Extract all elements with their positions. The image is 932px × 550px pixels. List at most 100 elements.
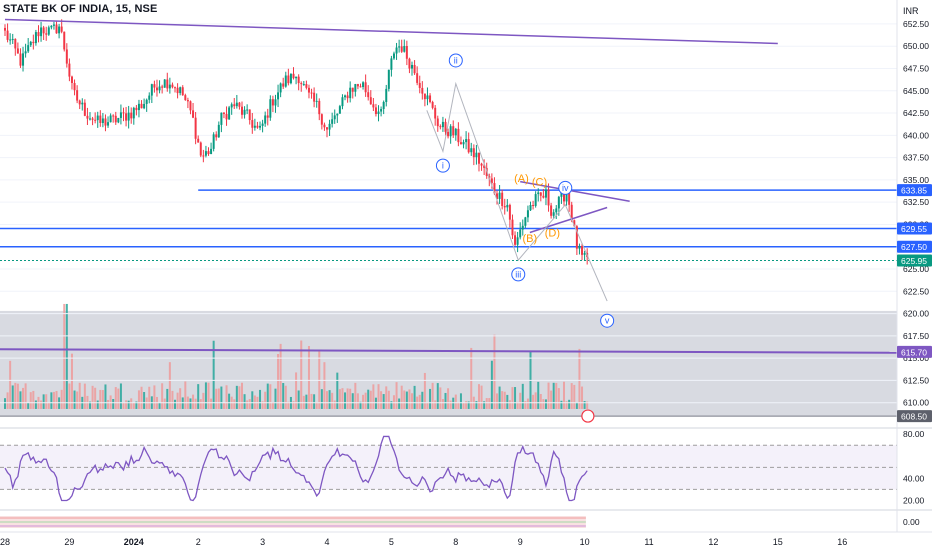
volume-bar [534, 392, 537, 409]
volume-bar [344, 392, 347, 409]
candle-body [220, 112, 223, 125]
volume-bar [217, 388, 220, 409]
volume-bar [238, 386, 241, 409]
candle-body [248, 109, 251, 121]
candle-body [37, 32, 40, 37]
volume-bar [284, 385, 287, 409]
candle-body [264, 115, 267, 124]
candle-body [364, 82, 367, 93]
candle-body [253, 125, 256, 128]
volume-bar [135, 401, 138, 409]
volume-bar [266, 383, 269, 409]
volume-bar [380, 391, 383, 409]
volume-bar [184, 381, 187, 409]
volume-bar [166, 388, 169, 409]
volume-bar [429, 388, 432, 409]
upper-trendline [4, 18, 778, 45]
candle-body [60, 26, 63, 32]
candle-body [295, 76, 298, 79]
time-axis[interactable]: 28 29 2024 2 3 4 5 8 9 10 11 12 15 16 [0, 531, 932, 547]
volume-bar [338, 389, 341, 409]
candle-body [176, 87, 179, 94]
candle-body [217, 124, 220, 138]
candle-body [555, 208, 558, 213]
candle-body [578, 245, 581, 249]
candle-body [532, 204, 535, 206]
volume-bar [246, 400, 249, 409]
volume-bar [367, 389, 370, 409]
lightning-icon [581, 409, 595, 423]
wave-label: ii [454, 55, 458, 65]
candle-body [76, 90, 79, 101]
candle-body [158, 86, 161, 91]
volume-bar [269, 384, 272, 409]
candle-body [333, 115, 336, 120]
candle-body [230, 104, 233, 108]
candle-body [70, 76, 73, 84]
volume-bar [251, 391, 254, 409]
volume-bar [222, 402, 225, 409]
candle-body [519, 229, 522, 238]
candle-body [560, 192, 563, 197]
triangle-upper [520, 180, 630, 203]
candle-body [403, 46, 406, 52]
candle-body [4, 27, 6, 31]
candle-body [356, 84, 359, 87]
candle-body [104, 118, 107, 126]
price-tick-label: 632.50 [903, 197, 929, 207]
candle-body [431, 102, 434, 108]
candle-body [63, 31, 66, 50]
volume-bar [423, 372, 426, 409]
volume-bar [32, 390, 35, 409]
candle-body [302, 84, 305, 86]
volume-bar [99, 389, 102, 409]
candle-body [202, 155, 205, 157]
volume-bar [444, 392, 447, 409]
volume-bar [24, 383, 27, 409]
price-tick-label: 617.50 [903, 331, 929, 341]
time-tick-label: 8 [453, 537, 458, 547]
candle-body [385, 88, 388, 102]
volume-bar [264, 391, 267, 409]
candle-body [266, 115, 269, 118]
volume-bar [418, 394, 421, 409]
volume-bar [351, 393, 354, 409]
volume-bar [158, 402, 161, 409]
volume-bar [176, 392, 179, 409]
rsi-tick-label: 20.00 [903, 495, 925, 505]
corrective-wave-label: (A) [514, 173, 529, 185]
candle-body [117, 117, 120, 123]
candle-body [581, 245, 584, 255]
candle-body [305, 84, 308, 88]
volume-bar [454, 394, 457, 409]
candle-body [310, 92, 313, 94]
time-tick-label: 9 [518, 537, 523, 547]
volume-bar [320, 389, 323, 409]
volume-bar [297, 390, 300, 409]
candle-body [68, 63, 71, 77]
candle-body [243, 109, 246, 115]
candle-body [457, 128, 460, 143]
volume-bar [398, 398, 401, 409]
volume-bar [179, 388, 182, 409]
volume-bar [122, 402, 125, 409]
volume-bar [68, 383, 71, 409]
candlesticks [4, 19, 589, 265]
volume-bar [202, 392, 205, 409]
volume-bar [403, 390, 406, 409]
candle-body [284, 75, 287, 87]
candle-body [526, 210, 529, 218]
candle-body [557, 196, 560, 209]
candle-body [24, 51, 27, 54]
volume-bar [457, 402, 460, 409]
candle-body [251, 120, 254, 128]
candle-body [313, 92, 316, 102]
candle-body [259, 125, 262, 128]
volume-bar [310, 393, 313, 409]
candle-body [199, 142, 202, 156]
candle-body [32, 41, 35, 44]
volume-bar [586, 401, 589, 409]
candle-body [86, 115, 89, 119]
volume-bar [60, 389, 63, 409]
